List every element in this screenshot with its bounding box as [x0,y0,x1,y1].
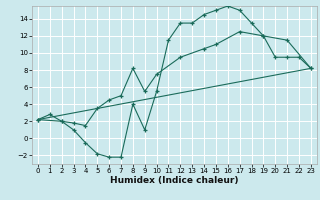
X-axis label: Humidex (Indice chaleur): Humidex (Indice chaleur) [110,176,239,185]
